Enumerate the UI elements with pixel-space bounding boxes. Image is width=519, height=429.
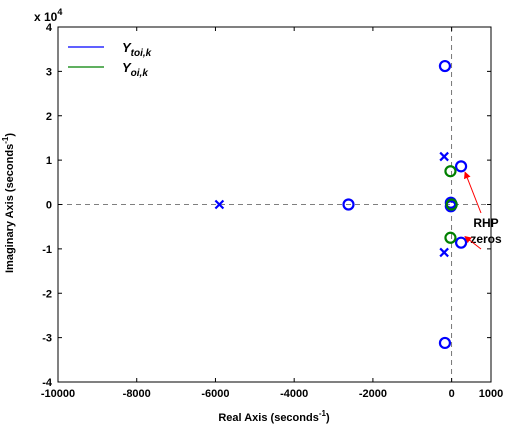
annotation-line1: RHP	[473, 216, 498, 230]
zero-marker	[444, 231, 457, 244]
plot-frame	[57, 26, 492, 383]
y-multiplier-base: x 10	[34, 10, 58, 24]
tick-labels: -10000 -8000 -6000 -4000 -2000 0 1000 -4 -3 -2 -1 0…	[41, 22, 503, 400]
y-axis-label: Imaginary Axis (seconds-1)	[1, 133, 16, 273]
y-tick-label: 2	[46, 111, 52, 123]
x-tick-label: 0	[449, 388, 455, 400]
y-multiplier-exp: 4	[57, 7, 62, 17]
zero-marker	[444, 165, 457, 178]
y-tick-label: -4	[42, 377, 53, 389]
pole-marker-stroke	[439, 247, 449, 258]
x-tick-label: -10000	[41, 388, 75, 400]
y-tick-label: -3	[42, 333, 52, 345]
x-tick-label: -6000	[201, 388, 229, 400]
legend-label-ytoi-main: Y	[122, 40, 132, 55]
zero-marker	[342, 198, 355, 211]
y-axis-label-close: )	[4, 133, 16, 137]
pole-marker	[439, 151, 449, 162]
data-markers	[214, 59, 468, 350]
pole-marker	[214, 199, 225, 210]
y-tick-label: 0	[46, 200, 52, 212]
y-tick-label: -1	[42, 244, 52, 256]
annotation-arrow	[464, 171, 482, 214]
legend-label-ytoi: Ytoi,k	[122, 40, 152, 59]
legend-label-yoi-main: Y	[122, 60, 132, 75]
y-axis-label-exp: -1	[1, 136, 10, 144]
y-tick-label: 3	[46, 66, 52, 78]
y-tick-label: 4	[46, 22, 53, 34]
y-tick-label: -2	[42, 288, 52, 300]
y-multiplier: x 104	[34, 7, 62, 24]
legend-label-ytoi-sub: toi,k	[131, 48, 152, 59]
legend-label-yoi: Yoi,k	[122, 60, 148, 79]
x-axis-label-text: Real Axis (seconds	[218, 412, 318, 424]
zero-marker	[438, 59, 452, 73]
annotation-arrow	[464, 236, 482, 250]
x-axis-label-exp: -1	[319, 409, 327, 418]
annotation-line2: zeros	[470, 232, 502, 246]
x-tick-label: 1000	[479, 388, 503, 400]
zero-marker	[445, 198, 458, 211]
rhp-zeros-annotation: RHP zeros	[464, 171, 502, 250]
y-axis-label-text: Imaginary Axis (seconds	[4, 144, 16, 273]
pole-marker-stroke	[214, 199, 225, 210]
zero-marker	[454, 160, 468, 173]
legend: Ytoi,k Yoi,k	[68, 40, 152, 79]
pole-marker-stroke	[439, 151, 449, 162]
reference-dash-lines	[58, 27, 491, 382]
x-tick-label: -2000	[359, 388, 387, 400]
x-axis-label: Real Axis (seconds-1)	[218, 409, 330, 424]
y-tick-label: 1	[46, 155, 52, 167]
legend-label-yoi-sub: oi,k	[131, 68, 149, 79]
pole-marker	[439, 247, 449, 258]
x-tick-label: -4000	[280, 388, 308, 400]
x-tick-label: -8000	[123, 388, 151, 400]
zero-marker	[438, 336, 452, 350]
x-axis-label-close: )	[326, 412, 330, 424]
